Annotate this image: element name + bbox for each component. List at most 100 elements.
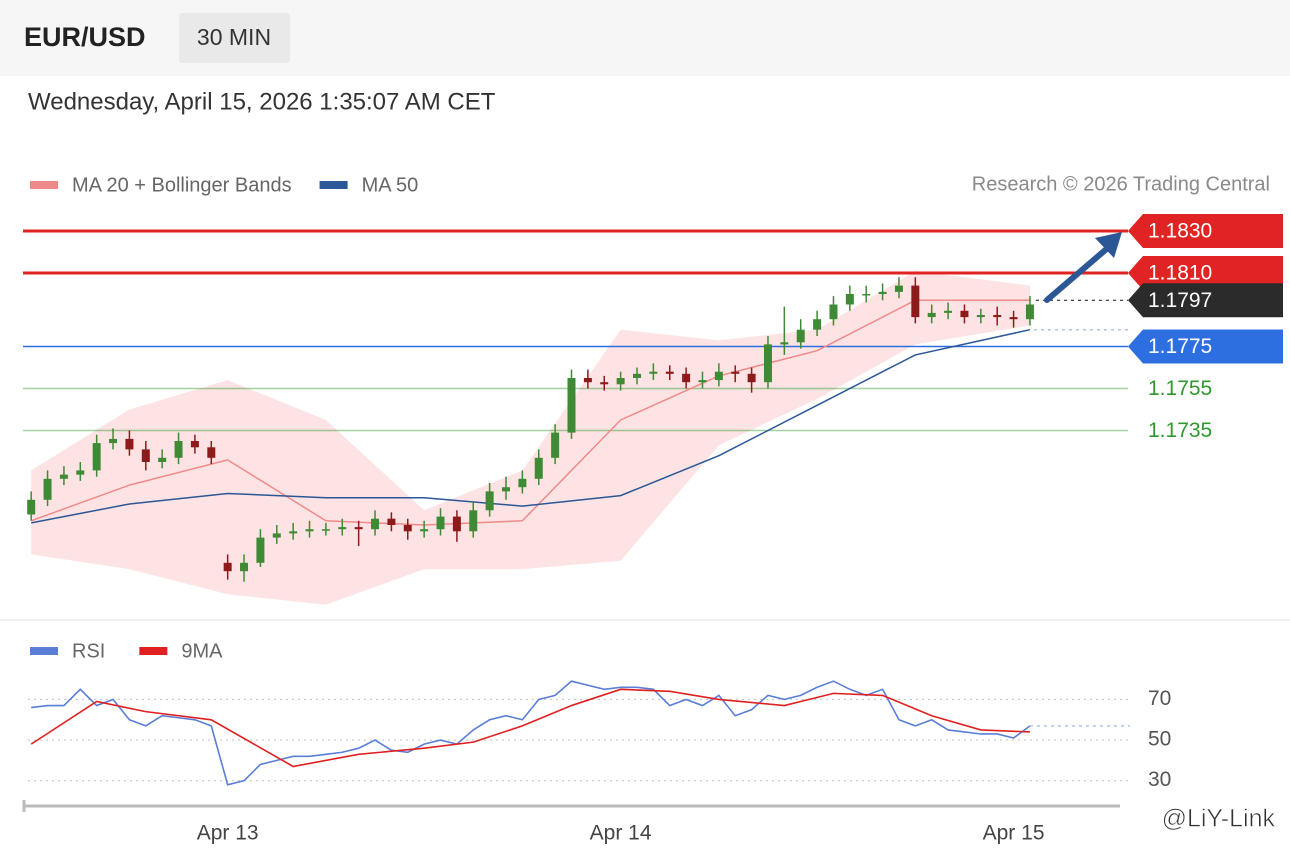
y-tick-label: 50 bbox=[1148, 728, 1171, 751]
candle-body bbox=[829, 304, 838, 320]
legend-label: MA 20 + Bollinger Bands bbox=[72, 174, 292, 196]
candle-body bbox=[502, 487, 511, 492]
interval-badge bbox=[179, 13, 290, 63]
candle-body bbox=[747, 373, 756, 383]
candle-body bbox=[109, 438, 118, 444]
level-label: 1.1810 bbox=[1148, 262, 1212, 285]
bollinger-band bbox=[31, 270, 1030, 605]
candle-body bbox=[223, 562, 232, 572]
candle-body bbox=[43, 478, 52, 500]
candle-body bbox=[960, 310, 969, 318]
symbol: EUR/USD bbox=[24, 22, 146, 52]
legend-swatch bbox=[139, 647, 168, 655]
candle-body bbox=[583, 378, 592, 383]
candle-body bbox=[780, 342, 789, 345]
x-tick-label: Apr 13 bbox=[197, 822, 259, 845]
candle-body bbox=[534, 457, 543, 479]
candle-body bbox=[878, 291, 887, 294]
candle-body bbox=[845, 294, 854, 305]
candle-body bbox=[1009, 317, 1018, 320]
y-tick-label: 30 bbox=[1148, 768, 1171, 791]
level-label: 1.1755 bbox=[1148, 377, 1212, 400]
legend-swatch bbox=[30, 647, 58, 655]
candle-body bbox=[944, 310, 953, 313]
moving-average bbox=[31, 328, 1031, 524]
candle-body bbox=[698, 380, 707, 383]
candle-body bbox=[289, 531, 298, 534]
candle-body bbox=[141, 449, 150, 462]
candle-body bbox=[927, 312, 936, 318]
candle-body bbox=[76, 470, 85, 475]
legend-label: 9MA bbox=[181, 640, 223, 662]
x-tick-label: Apr 14 bbox=[590, 822, 652, 845]
level-label: 1.1797 bbox=[1148, 289, 1212, 312]
candle-body bbox=[158, 457, 167, 462]
candle-body bbox=[371, 518, 380, 530]
level-tag bbox=[1128, 283, 1283, 318]
legend-swatch bbox=[319, 181, 348, 189]
candle-body bbox=[976, 315, 985, 318]
candle-body bbox=[616, 378, 625, 385]
level-tag bbox=[1128, 214, 1283, 248]
y-tick-label: 70 bbox=[1148, 687, 1171, 710]
candle-body bbox=[813, 319, 822, 330]
candle-body bbox=[174, 441, 183, 458]
candle-body bbox=[207, 447, 216, 458]
forecast-arrow bbox=[1044, 243, 1113, 303]
timestamp: Wednesday, April 15, 2026 1:35:07 AM CET bbox=[28, 88, 496, 115]
watermark: @LiY-Link bbox=[1162, 805, 1276, 833]
indicator-line bbox=[30, 688, 1030, 768]
candle-body bbox=[354, 527, 363, 530]
legend-label: RSI bbox=[72, 640, 105, 662]
candle-body bbox=[731, 371, 740, 374]
candle-body bbox=[894, 285, 903, 292]
candle-body bbox=[321, 529, 330, 531]
candle-body bbox=[403, 525, 412, 532]
candle-body bbox=[649, 371, 658, 374]
candle-body bbox=[305, 529, 314, 532]
candle-body bbox=[1025, 304, 1034, 320]
x-tick-label: Apr 15 bbox=[983, 822, 1045, 845]
candle-body bbox=[600, 382, 609, 385]
candle-body bbox=[632, 373, 641, 378]
candle-body bbox=[993, 315, 1002, 318]
candle-body bbox=[551, 432, 560, 458]
credit: Research © 2026 Trading Central bbox=[972, 173, 1270, 195]
candle-body bbox=[714, 371, 723, 381]
candle-body bbox=[518, 478, 527, 488]
candle-body bbox=[256, 537, 265, 563]
moving-average bbox=[30, 299, 1030, 526]
candle-body bbox=[485, 491, 494, 511]
candle-body bbox=[567, 378, 576, 433]
candle-body bbox=[387, 518, 396, 525]
level-label: 1.1735 bbox=[1148, 419, 1212, 442]
candle-body bbox=[59, 474, 68, 479]
candle-body bbox=[190, 441, 199, 448]
candle-body bbox=[420, 529, 429, 532]
legend-swatch bbox=[30, 181, 58, 189]
candle-body bbox=[763, 344, 772, 383]
candle-body bbox=[862, 294, 871, 296]
forecast-arrowhead bbox=[1095, 232, 1122, 258]
candle-body bbox=[125, 438, 134, 450]
level-label: 1.1775 bbox=[1148, 335, 1212, 358]
interval: 30 MIN bbox=[197, 24, 271, 50]
candle-body bbox=[92, 443, 101, 471]
candle-body bbox=[682, 373, 691, 383]
candle-body bbox=[911, 285, 920, 318]
level-tag bbox=[1128, 256, 1283, 290]
level-tag bbox=[1128, 329, 1283, 364]
candle-body bbox=[27, 499, 36, 515]
candle-body bbox=[272, 533, 281, 538]
candle-body bbox=[469, 510, 478, 532]
candle-body bbox=[796, 329, 805, 343]
candle-body bbox=[436, 516, 445, 530]
candle-body bbox=[338, 527, 347, 530]
candle-body bbox=[452, 516, 461, 532]
level-label: 1.1830 bbox=[1148, 220, 1212, 243]
indicator-line bbox=[31, 680, 1031, 786]
legend-label: MA 50 bbox=[362, 174, 419, 196]
candle-body bbox=[240, 562, 249, 572]
